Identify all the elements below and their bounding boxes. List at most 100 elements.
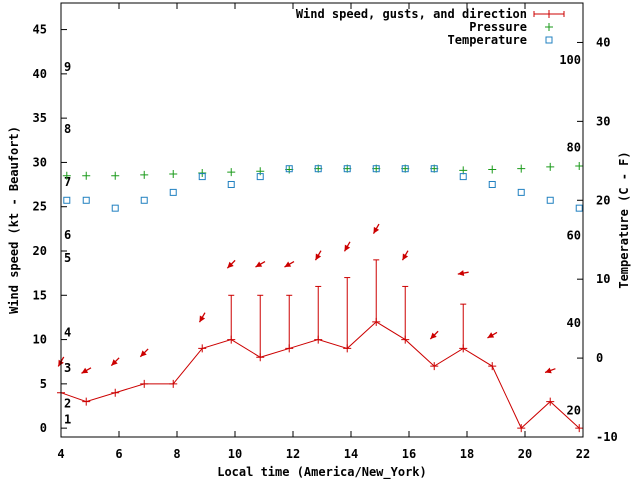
wind-speed-point	[140, 379, 149, 388]
temperature-point	[82, 196, 90, 204]
wind-direction-arrowhead	[457, 270, 465, 277]
y-axis-label-left: Wind speed (kt - Beaufort)	[7, 126, 21, 314]
fahrenheit-label: 60	[567, 228, 581, 242]
legend-label: Wind speed, gusts, and direction	[296, 7, 527, 21]
beaufort-label: 7	[64, 175, 71, 189]
legend-pressure-marker	[545, 23, 553, 31]
series-layer	[57, 161, 584, 433]
x-tick-label: 16	[402, 447, 416, 461]
wind-speed-point	[517, 424, 526, 433]
y-right-tick-label: 0	[596, 351, 603, 365]
temperature-point	[343, 165, 351, 173]
x-tick-label: 12	[286, 447, 300, 461]
pressure-point	[198, 169, 207, 178]
x-tick-label: 8	[173, 447, 180, 461]
x-tick-label: 20	[518, 447, 532, 461]
legend: Wind speed, gusts, and directionPressure…	[296, 7, 565, 47]
pressure-point	[227, 168, 236, 177]
wind-direction-arrowhead	[402, 253, 409, 261]
temperature-point	[140, 196, 148, 204]
y-left-tick-label: 40	[33, 67, 47, 81]
wind-speed-point	[459, 344, 468, 353]
wind-direction-arrowhead	[199, 315, 206, 323]
x-tick-label: 18	[460, 447, 474, 461]
temperature-point	[63, 196, 71, 204]
beaufort-label: 4	[64, 325, 71, 339]
pressure-point	[546, 162, 555, 171]
pressure-point	[459, 166, 468, 175]
x-tick-label: 10	[228, 447, 242, 461]
wind-speed-point	[401, 335, 410, 344]
legend-label: Temperature	[448, 33, 527, 47]
y-left-tick-label: 15	[33, 288, 47, 302]
wind-direction-arrowhead	[255, 261, 263, 268]
y-left-tick-label: 20	[33, 244, 47, 258]
wind-direction-arrowhead	[140, 350, 147, 357]
wind-direction-arrowhead	[430, 332, 437, 340]
pressure-point	[575, 161, 584, 170]
wind-direction-arrowhead	[81, 367, 89, 374]
wind-speed-point	[372, 317, 381, 326]
beaufort-label: 3	[64, 361, 71, 375]
y-right-tick-label: 20	[596, 193, 610, 207]
wind-speed-point	[314, 335, 323, 344]
wind-direction-arrowhead	[111, 359, 118, 366]
temperature-point	[372, 165, 380, 173]
beaufort-label: 1	[64, 412, 71, 426]
legend-temperature-marker	[545, 36, 553, 44]
wind-direction-arrowhead	[487, 332, 495, 338]
pressure-point	[111, 171, 120, 180]
fahrenheit-label: 20	[567, 404, 581, 418]
y-right-tick-label: 30	[596, 114, 610, 128]
tick-layer: 4 6 8 10 12 14 16 18 20 22051015202530354045-1001…	[33, 3, 618, 461]
wind-direction-arrowhead	[284, 261, 292, 268]
y-left-tick-label: 25	[33, 200, 47, 214]
y-right-tick-label: -10	[596, 430, 618, 444]
wind-speed-point	[546, 397, 555, 406]
legend-wind-marker	[545, 10, 553, 18]
pressure-point	[488, 165, 497, 174]
wind-speed-point	[82, 397, 91, 406]
legend-label: Pressure	[469, 20, 527, 34]
beaufort-label: 8	[64, 122, 71, 136]
y-left-tick-label: 35	[33, 111, 47, 125]
y-left-tick-label: 30	[33, 155, 47, 169]
wind-speed-point	[343, 344, 352, 353]
beaufort-label: 2	[64, 396, 71, 410]
x-tick-label: 22	[576, 447, 590, 461]
wind-direction-arrowhead	[373, 226, 380, 234]
beaufort-label: 5	[64, 251, 71, 265]
y-right-tick-label: 40	[596, 35, 610, 49]
pressure-point	[62, 171, 71, 180]
wind-speed-point	[111, 388, 120, 397]
fahrenheit-label: 80	[567, 141, 581, 155]
y-axis-label-right: Temperature (C - F)	[617, 151, 631, 288]
fahrenheit-label: 40	[567, 316, 581, 330]
temperature-point	[227, 180, 235, 188]
pressure-point	[140, 170, 149, 179]
y-right-tick-label: 10	[596, 272, 610, 286]
pressure-point	[517, 164, 526, 173]
temperature-point	[111, 204, 119, 212]
beaufort-label: 9	[64, 60, 71, 74]
wind-speed-point	[256, 353, 265, 362]
temperature-point	[517, 188, 525, 196]
fahrenheit-label: 100	[559, 53, 581, 67]
temperature-point	[459, 173, 467, 181]
temperature-point	[575, 204, 583, 212]
x-tick-label: 6	[115, 447, 122, 461]
wind-direction-arrowhead	[315, 253, 322, 261]
temperature-point	[169, 188, 177, 196]
wind-direction-arrowhead	[344, 244, 351, 252]
temperature-point	[256, 173, 264, 181]
wind-speed-point	[575, 424, 584, 433]
wind-speed-point	[169, 379, 178, 388]
wind-speed-point	[198, 344, 207, 353]
y-left-tick-label: 45	[33, 23, 47, 37]
temperature-point	[546, 196, 554, 204]
wind-speed-line	[60, 321, 580, 429]
wind-speed-point	[430, 362, 439, 371]
temperature-point	[430, 165, 438, 173]
x-axis-label: Local time (America/New_York)	[217, 465, 427, 480]
